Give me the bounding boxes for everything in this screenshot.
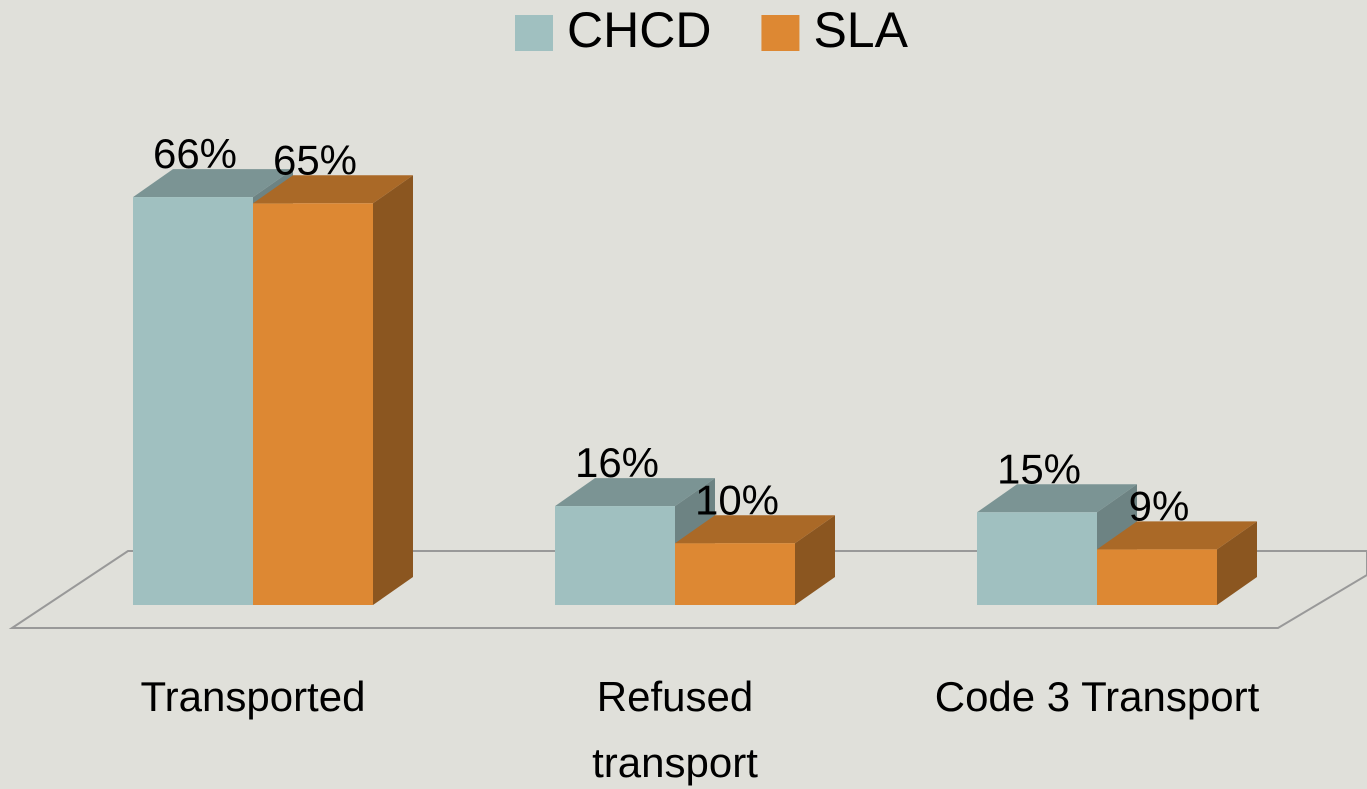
x-tick-label: Refused transport	[592, 673, 758, 786]
bar-front	[555, 506, 675, 605]
bar-top	[977, 484, 1137, 513]
bar	[675, 515, 835, 605]
bar-side	[795, 515, 835, 605]
bar-top	[253, 175, 413, 204]
data-label: 16%	[575, 439, 659, 486]
bar-top	[1097, 521, 1257, 550]
x-tick-label: Transported	[140, 673, 366, 720]
data-label: 66%	[153, 130, 237, 177]
data-label: 9%	[1129, 482, 1190, 529]
bar-front	[253, 203, 373, 606]
bar-front	[133, 197, 253, 605]
bar	[253, 175, 413, 606]
data-label: 65%	[273, 136, 357, 183]
bar-front	[977, 512, 1097, 605]
legend-swatch	[761, 15, 800, 51]
data-label: 10%	[695, 476, 779, 523]
bar	[1097, 521, 1257, 605]
legend-swatch	[515, 15, 553, 51]
bar-top	[675, 515, 835, 544]
data-label: 15%	[997, 445, 1081, 492]
bar-top	[555, 478, 715, 507]
legend-label: SLA	[813, 2, 908, 58]
bar-top	[133, 169, 293, 198]
bar-front	[1097, 549, 1217, 605]
bar-front	[675, 543, 795, 605]
legend-label: CHCD	[567, 2, 711, 58]
bar	[555, 478, 715, 605]
x-tick-label: Code 3 Transport	[934, 673, 1260, 720]
bar-side	[373, 175, 413, 606]
bar-side	[1217, 521, 1257, 605]
